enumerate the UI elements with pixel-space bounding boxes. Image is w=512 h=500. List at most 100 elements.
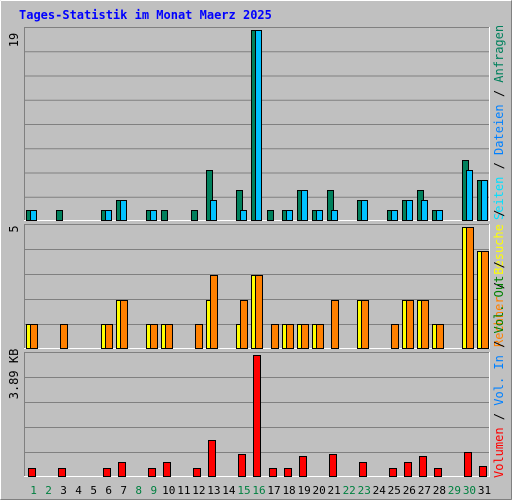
x-axis-day-label: 10 (162, 484, 175, 497)
bottom-panel-kbytes-bar-day-15 (238, 454, 246, 477)
bottom-panel-kbytes-bar-day-13 (208, 440, 216, 477)
x-axis-day-label: 6 (105, 484, 112, 497)
bottom-panel-kbytes-bar-day-28 (434, 468, 442, 477)
top-panel-files-bar-day-27 (421, 200, 428, 221)
top-panel-files-bar-day-31 (481, 180, 488, 221)
x-axis-day-label: 25 (388, 484, 401, 497)
x-axis-day-label: 26 (403, 484, 416, 497)
top-panel-hits-bar-day-13 (206, 170, 213, 221)
x-axis-day-label: 30 (463, 484, 476, 497)
x-axis-day-labels: 1 2 3 4 5 6 7 8 9 10 11 12 13 14 15 16 17 18 19 20 21 22 23 24 2… (30, 484, 491, 497)
x-axis-day-label: 19 (297, 484, 310, 497)
legend-kb-in: Vol. In (492, 355, 506, 406)
legend-separator: / (492, 261, 506, 275)
middle-panel-sites-bar-day-15 (240, 300, 248, 349)
middle-panel-sites-bar-day-18 (286, 324, 294, 349)
x-axis-day-label: 16 (252, 484, 265, 497)
bottom-panel-kbytes-bar-day-27 (419, 456, 427, 477)
bottom-panel-kbytes-bar-day-17 (269, 468, 277, 477)
top-panel-files-bar-day-18 (286, 210, 293, 221)
bottom-panel-kbytes-bar-day-26 (404, 462, 412, 477)
top-panel-hits-bar-day-21 (327, 190, 334, 221)
middle-panel-sites-bar-day-7 (120, 300, 128, 349)
x-axis-day-label: 29 (448, 484, 461, 497)
middle-panel-sites-bar-day-13 (210, 275, 218, 349)
top-panel-files-bar-day-26 (406, 200, 413, 221)
top-panel-files-bar-day-16 (255, 30, 262, 221)
bottom-panel-kbytes-bar-day-21 (329, 454, 337, 477)
bottom-panel-legend: Volumen / Vol. In / Vol. Out / (492, 261, 506, 478)
x-axis-day-label: 5 (90, 484, 97, 497)
x-axis-day-label: 11 (177, 484, 190, 497)
bottom-panel-kbytes-bar-day-7 (118, 462, 126, 477)
legend-separator: / (492, 155, 506, 177)
legend-separator: / (492, 83, 506, 105)
middle-panel-sites-bar-day-26 (406, 300, 414, 349)
x-axis-day-label: 28 (433, 484, 446, 497)
x-axis-day-label: 8 (135, 484, 142, 497)
top-panel-files-bar-day-19 (301, 190, 308, 221)
x-axis-day-label: 14 (222, 484, 236, 497)
legend-kb-out: Vol. Out (492, 276, 506, 334)
top-panel-max-label: 19 (7, 33, 21, 47)
x-axis-day-label: 4 (75, 484, 82, 497)
bottom-panel-kbytes-bar-day-23 (359, 462, 367, 477)
top-panel-files-bar-day-20 (316, 210, 323, 221)
middle-panel-sites-bar-day-3 (60, 324, 68, 349)
x-axis-day-label: 1 (30, 484, 37, 497)
top-panel-hits-bar-day-10 (161, 210, 168, 221)
middle-panel-sites-bar-day-17 (271, 324, 279, 349)
top-panel-hits-bar-day-15 (236, 190, 243, 221)
middle-panel-max-label: 5 (7, 225, 21, 232)
top-panel-files-bar-day-13 (210, 200, 217, 221)
top-panel-files-bar-day-1 (30, 210, 37, 221)
bottom-panel-kbytes-bar-day-31 (479, 466, 487, 477)
legend-pages: Seiten (492, 177, 506, 220)
x-axis-day-label: 27 (418, 484, 431, 497)
middle-panel-sites-bar-day-20 (316, 324, 324, 349)
top-panel-files-bar-day-6 (105, 210, 112, 221)
middle-panel-legend: Rechner / Besuche / (492, 210, 506, 347)
middle-panel-sites-bar-day-10 (165, 324, 173, 349)
middle-panel-sites-bar-day-23 (361, 300, 369, 349)
x-axis-day-label: 2 (45, 484, 52, 497)
x-axis-day-label: 13 (207, 484, 220, 497)
x-axis-day-label: 3 (60, 484, 67, 497)
x-axis-day-label: 20 (313, 484, 326, 497)
legend-separator: / (492, 333, 506, 355)
legend-separator: / (492, 210, 506, 224)
middle-panel-sites-bar-day-12 (195, 324, 203, 349)
middle-panel-sites-bar-day-21 (331, 300, 339, 349)
top-panel-hits-bar-day-12 (191, 210, 198, 221)
chart-title: Tages-Statistik im Monat Maerz 2025 (19, 8, 272, 22)
top-panel-files-bar-day-25 (391, 210, 398, 221)
bottom-panel-kbytes-bar-day-18 (284, 468, 292, 477)
legend-visits: Besuche (492, 224, 506, 275)
middle-panel-sites-bar-day-27 (421, 300, 429, 349)
top-panel-files-bar-day-21 (331, 210, 338, 221)
legend-hits: Anfragen (492, 25, 506, 83)
bottom-panel-kbytes-bar-day-25 (389, 468, 397, 477)
middle-panel-sites-bar-day-1 (30, 324, 38, 349)
bottom-panel-kbytes-bar-day-10 (163, 462, 171, 477)
x-axis-day-label: 12 (192, 484, 205, 497)
bottom-panel (24, 352, 490, 477)
top-panel-files-bar-day-30 (466, 170, 473, 221)
top-panel-hits-bar-day-3 (56, 210, 63, 221)
bottom-panel-kbytes-bar-day-12 (193, 468, 201, 477)
middle-panel-sites-bar-day-25 (391, 324, 399, 349)
bottom-panel-kbytes-bar-day-19 (299, 456, 307, 477)
bottom-panel-max-label: 3.89 KB (7, 349, 21, 400)
x-axis-day-label: 23 (358, 484, 371, 497)
bottom-panel-kbytes-bar-day-9 (148, 468, 156, 477)
x-axis-day-label: 9 (150, 484, 157, 497)
top-panel-legend: Seiten / Dateien / Anfragen (492, 25, 506, 220)
top-panel-files-bar-day-28 (436, 210, 443, 221)
x-axis-day-label: 7 (120, 484, 127, 497)
top-panel-files-bar-day-15 (240, 210, 247, 221)
middle-panel-sites-bar-day-19 (301, 324, 309, 349)
middle-panel (24, 224, 490, 349)
middle-panel-sites-bar-day-31 (481, 251, 489, 349)
bottom-panel-kbytes-bar-day-30 (464, 452, 472, 477)
